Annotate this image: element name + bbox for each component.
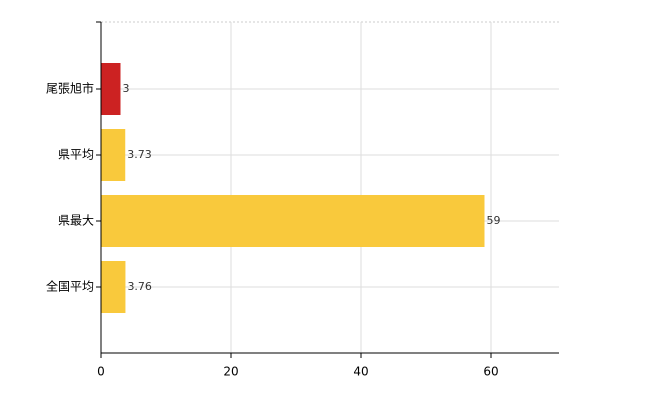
y-tick-label: 全国平均	[46, 279, 94, 294]
x-tick-label: 60	[483, 365, 498, 379]
x-tick-label: 40	[353, 365, 368, 379]
bar	[101, 63, 121, 115]
value-label: 59	[487, 214, 501, 227]
y-tick-label: 県平均	[58, 148, 94, 162]
value-label: 3	[123, 82, 130, 95]
value-label: 3.76	[127, 280, 152, 293]
y-tick-label: 県最大	[58, 214, 94, 228]
bar	[101, 261, 126, 313]
x-tick-label: 20	[223, 365, 238, 379]
bar	[101, 195, 485, 247]
bar	[101, 129, 126, 181]
value-label: 3.73	[127, 148, 151, 161]
x-tick-label: 0	[97, 365, 105, 379]
y-tick-label: 尾張旭市	[46, 81, 94, 96]
